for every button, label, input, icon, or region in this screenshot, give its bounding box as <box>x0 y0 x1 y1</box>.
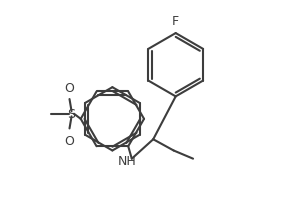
Text: S: S <box>68 108 76 121</box>
Text: F: F <box>172 15 179 28</box>
Text: O: O <box>64 134 74 147</box>
Text: NH: NH <box>117 154 136 167</box>
Text: O: O <box>64 81 74 94</box>
